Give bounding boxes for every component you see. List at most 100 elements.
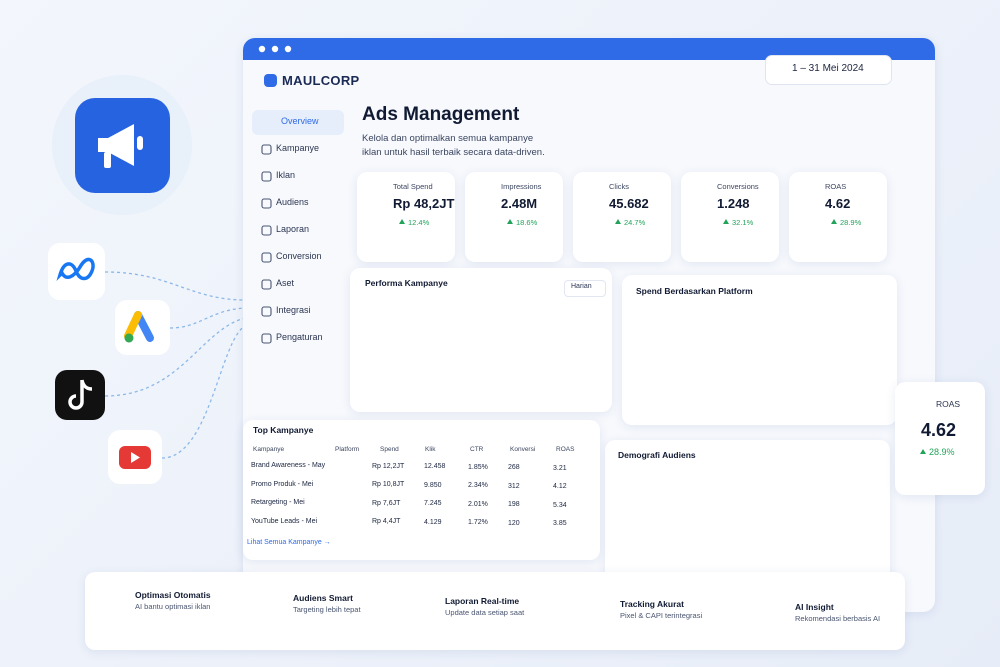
feature-desc: Update data setiap saat [445,608,525,617]
column-header: CTR [470,446,484,453]
kpi-value: 4.62 [825,196,851,211]
kpi-change-value: 28.9% [840,218,862,227]
tiktok-tile [55,370,105,420]
nav-item[interactable]: Iklan [276,170,296,180]
table-cell: 3.85 [553,520,567,527]
chart-title: Performa Kampanye [365,278,448,288]
kpi-value: 1.248 [717,196,750,211]
feature-title: Tracking Akurat [620,599,684,609]
table-cell: 9.850 [424,481,442,489]
connector [169,307,246,329]
table-cell: 198 [508,501,520,508]
kpi-change-value: 32.1% [732,218,754,227]
nav-item[interactable]: Pengaturan [276,332,323,342]
date-range: 1 – 31 Mei 2024 [792,63,864,74]
nav-item[interactable]: Conversion [276,251,322,261]
up-arrow [615,219,621,224]
table-cell: 3.21 [553,464,567,472]
column-header: Spend [380,446,399,453]
nav-icon [261,306,272,317]
kpi-label: Conversions [717,182,759,191]
table-cell: 2.01% [468,500,488,508]
table-cell: 12.458 [424,463,446,470]
kpi-card [465,172,563,262]
kpi-label: Clicks [609,182,629,191]
chart-card [350,268,612,412]
nav-icon [261,252,272,263]
roas-card [895,382,985,495]
column-header: Konversi [510,446,536,453]
nav-item[interactable]: Aset [276,278,295,288]
page-subtitle: Kelola dan optimalkan semua kampanye ikl… [362,133,545,158]
kpi-change: 12.4% [399,218,429,227]
date-picker[interactable] [765,55,892,85]
feature-title: Laporan Real-time [445,596,520,606]
google-ads-logo [124,311,154,343]
window-dot [258,45,266,53]
feature-title: AI Insight [795,602,834,612]
period-label: Harian [571,283,592,290]
column-header: Platform [335,446,360,453]
feature-desc: Rekomendasi berbasis AI [795,614,881,623]
brand-logo [264,74,277,87]
feature-desc: Pixel & CAPI terintegrasi [620,611,703,620]
table-cell: Rp 10,8JT [372,481,405,488]
table-cell: Rp 4,4JT [372,518,401,525]
nav-item[interactable]: Overview [281,116,319,126]
roas-change: 28.9% [920,447,955,457]
kpi-change: 24.7% [615,218,645,227]
nav-item[interactable]: Laporan [276,224,310,234]
up-arrow [399,219,405,224]
chart-card [605,440,890,585]
window-dot [271,45,279,53]
kpi-value: 2.48M [501,196,538,211]
nav-item[interactable]: Audiens [276,197,309,207]
table-cell: Brand Awareness - May [251,462,326,469]
table-cell: 268 [508,464,520,471]
page-title: Ads Management [362,104,520,125]
megaphone-icon [98,124,143,168]
column-header: ROAS [556,446,575,453]
table-card [243,420,600,560]
up-arrow [507,219,513,224]
feature-desc: Targeting lebih tepat [293,605,361,614]
kpi-card [573,172,671,262]
nav-icon [261,225,272,236]
kpi-change: 32.1% [723,218,753,227]
nav-active-bg [252,110,344,135]
kpi-card [681,172,779,262]
column-header: Klik [425,446,436,453]
table-cell: Promo Produk - Mei [251,480,314,488]
table-cell: Retargeting - Mei [251,499,305,506]
table-cell: 1.85% [468,463,488,471]
kpi-change-value: 12.4% [408,218,430,227]
column-header: Kampanye [253,446,285,453]
tiktok-logo [68,379,93,410]
roas-value: 4.62 [921,420,957,440]
nav-item[interactable]: Kampanye [276,143,320,153]
window-dot [284,45,292,53]
period-select[interactable] [564,280,606,297]
feature-title: Audiens Smart [293,593,353,603]
connector [104,271,246,301]
kpi-change-value: 24.7% [624,218,646,227]
table-cell: 5.34 [553,501,567,509]
table-cell: 120 [508,519,520,527]
feature-title: Optimasi Otomatis [135,590,211,600]
table-cell: 4.129 [424,518,442,526]
table-cell: Rp 12,2JT [372,462,405,470]
kpi-label: Impressions [501,182,542,191]
brand-name: MAULCORP [282,73,360,88]
roas-change-value: 28.9% [929,447,955,457]
table-cell: Rp 7,6JT [372,499,401,507]
feature-desc: AI bantu optimasi iklan [135,602,211,611]
kpi-change: 28.9% [831,218,861,227]
nav-icon [261,171,272,182]
view-all-link[interactable]: Lihat Semua Kampanye → [247,539,331,546]
nav-icon [261,333,272,344]
up-arrow [831,219,837,224]
nav-icon [261,198,272,209]
nav-item[interactable]: Integrasi [276,305,311,315]
